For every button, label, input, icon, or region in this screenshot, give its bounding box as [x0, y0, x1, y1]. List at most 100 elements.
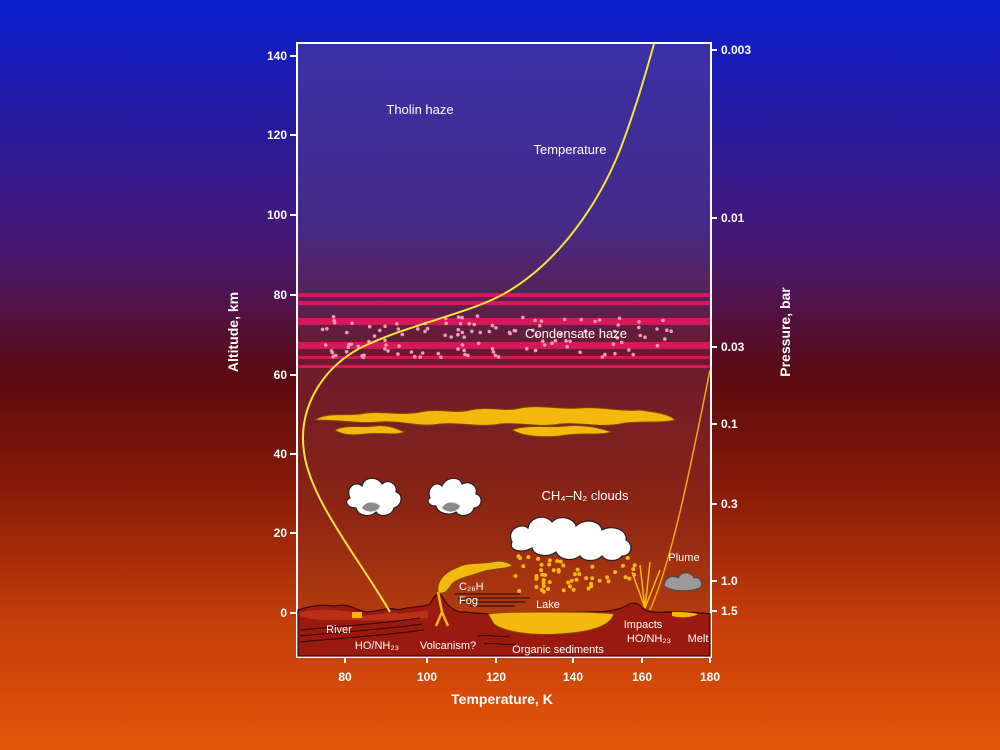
volcano-vent	[434, 591, 450, 627]
droplet	[613, 570, 618, 575]
droplet	[476, 341, 481, 346]
droplet	[564, 339, 568, 343]
droplet	[612, 329, 617, 334]
right-tick-0.1: 0.1	[721, 417, 738, 431]
label-condensate-haze: Condensate haze	[525, 326, 627, 341]
label-fog-chem: C₂₆H	[459, 581, 484, 593]
droplet	[613, 351, 617, 356]
droplet	[583, 329, 588, 334]
droplet	[661, 318, 665, 323]
droplet	[329, 349, 334, 353]
droplet	[569, 578, 574, 583]
droplet	[412, 355, 417, 359]
left-tick-40: 40	[274, 447, 288, 461]
droplet	[487, 329, 492, 334]
melt-pool	[672, 612, 698, 618]
droplet	[561, 588, 566, 593]
droplet	[475, 314, 480, 318]
droplet	[616, 323, 620, 327]
droplet	[541, 584, 546, 588]
droplet	[611, 342, 616, 347]
cloud-shadow-grey	[362, 502, 460, 512]
droplet	[619, 340, 624, 345]
droplet	[555, 559, 560, 564]
droplet	[631, 352, 635, 357]
droplet	[323, 343, 328, 347]
droplet	[536, 556, 541, 561]
label-tholin-haze: Tholin haze	[386, 102, 453, 117]
droplet	[597, 318, 602, 322]
droplet	[621, 563, 625, 568]
droplet	[325, 327, 329, 331]
droplet	[669, 329, 673, 334]
droplet	[472, 322, 477, 327]
droplet	[525, 346, 529, 351]
droplet	[526, 555, 531, 560]
label-melt: Melt	[688, 633, 709, 645]
droplet	[534, 574, 539, 578]
bottom-tick-120: 120	[486, 670, 506, 684]
droplet	[425, 326, 430, 331]
droplet	[531, 328, 535, 333]
droplet	[367, 324, 372, 329]
right-axis-title: Pressure, bar	[777, 287, 793, 377]
droplet	[396, 352, 400, 356]
droplet	[490, 323, 495, 328]
droplet	[409, 350, 414, 354]
droplet	[603, 352, 607, 357]
right-tick-0.3: 0.3	[721, 497, 738, 511]
droplet	[551, 568, 556, 573]
droplet	[513, 574, 518, 578]
droplet	[539, 587, 544, 592]
droplet	[456, 332, 460, 337]
droplet	[558, 559, 563, 564]
droplet	[534, 585, 539, 589]
label-organic-sediments: Organic sediments	[512, 644, 604, 656]
droplet	[331, 315, 336, 319]
left-tick-60: 60	[274, 368, 288, 382]
droplet	[384, 343, 388, 347]
droplet	[521, 315, 525, 320]
droplet	[383, 324, 387, 329]
plume-cloud	[663, 572, 703, 592]
droplet	[512, 328, 516, 333]
condensate-haze-bands	[298, 293, 710, 368]
droplet	[575, 567, 580, 572]
methane-rain	[513, 554, 637, 594]
droplet	[456, 347, 460, 351]
droplet	[542, 343, 547, 347]
droplet	[467, 322, 472, 326]
droplet	[494, 326, 498, 330]
label-impacts: Impacts	[624, 619, 663, 631]
droplet	[386, 349, 390, 353]
label-volcanism: Volcanism?	[420, 640, 476, 652]
droplet	[574, 577, 579, 582]
droplet	[466, 353, 470, 358]
droplet	[444, 321, 449, 326]
droplet	[562, 317, 567, 322]
droplet	[547, 562, 552, 567]
bottom-axis	[344, 657, 711, 663]
droplet	[546, 587, 551, 591]
droplet	[665, 328, 669, 333]
droplet	[534, 333, 538, 337]
label-clouds: CH₄–N₂ clouds	[542, 488, 629, 503]
droplet	[663, 337, 667, 341]
impact-ejecta-rays	[631, 561, 661, 609]
droplet	[443, 333, 448, 338]
right-tick-0.01: 0.01	[721, 211, 745, 225]
left-axis-title: Altitude, km	[225, 292, 241, 372]
cumulus-clouds	[346, 477, 632, 562]
droplet	[418, 355, 423, 359]
droplet	[627, 348, 631, 352]
droplet	[600, 355, 605, 359]
droplet	[615, 336, 620, 340]
droplet	[590, 576, 595, 581]
droplet	[539, 562, 544, 567]
droplet	[566, 580, 571, 585]
droplet	[543, 573, 548, 577]
label-temperature: Temperature	[534, 142, 607, 157]
droplet	[423, 329, 427, 334]
droplet	[350, 321, 354, 326]
droplet	[572, 572, 577, 577]
